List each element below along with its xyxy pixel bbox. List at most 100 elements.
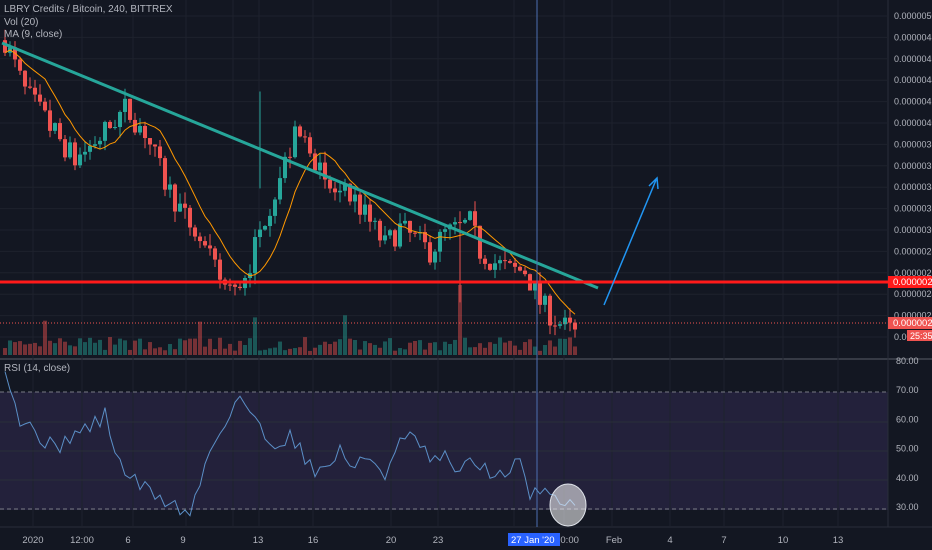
- rsi-highlight-ellipse[interactable]: [549, 483, 587, 527]
- candle: [108, 120, 112, 129]
- volume-bar: [568, 337, 572, 355]
- candle: [558, 320, 562, 329]
- candle: [183, 192, 187, 219]
- volume-bar: [338, 339, 342, 355]
- volume-bar: [133, 340, 137, 355]
- candle: [388, 228, 392, 239]
- candlesticks[interactable]: [3, 29, 577, 338]
- countdown-badge: 25:35: [910, 331, 932, 341]
- candle: [548, 293, 552, 335]
- volume-bars: [3, 285, 577, 355]
- volume-bar: [528, 339, 532, 355]
- time-tick: 20: [386, 535, 397, 546]
- volume-bar: [333, 341, 337, 355]
- volume-bar: [308, 350, 312, 355]
- time-tick: 20:00: [555, 535, 579, 546]
- volume-bar: [158, 347, 162, 355]
- candle: [128, 98, 132, 123]
- volume-bar: [573, 346, 577, 355]
- volume-bar: [188, 338, 192, 355]
- volume-bar: [213, 349, 217, 355]
- price-pane[interactable]: [0, 0, 888, 358]
- volume-bar: [493, 343, 497, 355]
- candle: [363, 195, 367, 222]
- candle: [463, 218, 467, 225]
- symbol-legend[interactable]: LBRY Credits / Bitcoin, 240, BITTREX: [4, 4, 173, 15]
- time-tick: Feb: [606, 535, 622, 546]
- volume-bar: [98, 339, 102, 355]
- time-tick: 23: [433, 535, 444, 546]
- candle: [38, 84, 42, 106]
- candle: [428, 235, 432, 266]
- volume-bar: [88, 337, 92, 355]
- grid-lines: [0, 0, 888, 527]
- volume-bar: [13, 342, 17, 355]
- volume-bar: [468, 347, 472, 355]
- volume-bar: [478, 343, 482, 355]
- price-tick: 0.00000360: [894, 161, 932, 171]
- candle: [393, 228, 397, 252]
- volume-bar: [113, 344, 117, 355]
- candle: [333, 182, 337, 201]
- rsi-tick: 80.00: [896, 356, 919, 366]
- volume-bar: [358, 349, 362, 355]
- volume-bar: [533, 346, 537, 355]
- volume-bar: [243, 344, 247, 355]
- volume-bar: [433, 342, 437, 355]
- volume-bar: [248, 338, 252, 355]
- volume-bar: [423, 349, 427, 355]
- price-tick: 0.00000420: [894, 97, 932, 107]
- time-tick: 9: [180, 535, 185, 546]
- candle: [133, 112, 137, 136]
- candle: [413, 231, 417, 238]
- candle: [43, 97, 47, 113]
- candle: [68, 136, 72, 160]
- candle: [358, 191, 362, 224]
- candle: [173, 183, 177, 222]
- candle: [18, 56, 22, 75]
- volume-bar: [3, 348, 7, 355]
- ma-legend[interactable]: MA (9, close): [4, 29, 63, 40]
- candle: [188, 205, 192, 236]
- candle: [303, 130, 307, 143]
- support-price-badge: 0.00000251: [893, 277, 932, 288]
- volume-bar: [28, 343, 32, 355]
- price-axis[interactable]: 0.00000500 0.00000480 0.00000460 0.00000440…: [894, 11, 932, 342]
- volume-bar: [398, 348, 402, 355]
- volume-bar: [303, 337, 307, 355]
- volume-bar: [373, 344, 377, 355]
- candle: [483, 254, 487, 270]
- volume-bar: [8, 340, 12, 355]
- rsi-pane[interactable]: [0, 360, 888, 527]
- volume-bar: [163, 350, 167, 355]
- price-tick: 0.00000500: [894, 11, 932, 21]
- candle: [398, 213, 402, 249]
- volume-bar: [473, 347, 477, 355]
- volume-bar: [553, 346, 557, 355]
- volume-bar: [403, 349, 407, 355]
- volume-bar: [253, 317, 257, 355]
- candle: [83, 141, 87, 162]
- volume-bar: [123, 340, 127, 355]
- time-axis[interactable]: 2020 12:00 6 9 13 16 20 23 20:00 Feb 4 7 10 13: [22, 535, 843, 546]
- volume-bar: [438, 350, 442, 355]
- projection-arrow[interactable]: [603, 176, 659, 306]
- candle: [573, 319, 577, 338]
- candle: [53, 122, 57, 134]
- volume-bar: [393, 350, 397, 355]
- trendline[interactable]: [1, 41, 599, 290]
- rsi-legend[interactable]: RSI (14, close): [4, 363, 71, 374]
- volume-legend[interactable]: Vol (20): [4, 17, 39, 28]
- volume-bar: [343, 315, 347, 355]
- rsi-axis[interactable]: 80.00 70.00 60.00 50.00 40.00 30.00: [896, 356, 919, 512]
- volume-bar: [93, 342, 97, 355]
- candle: [493, 254, 497, 279]
- candle: [353, 186, 357, 213]
- volume-bar: [38, 346, 42, 355]
- candle: [168, 176, 172, 198]
- volume-bar: [313, 347, 317, 355]
- price-tick: 0.00000440: [894, 75, 932, 85]
- volume-bar: [278, 341, 282, 355]
- candle: [308, 132, 312, 158]
